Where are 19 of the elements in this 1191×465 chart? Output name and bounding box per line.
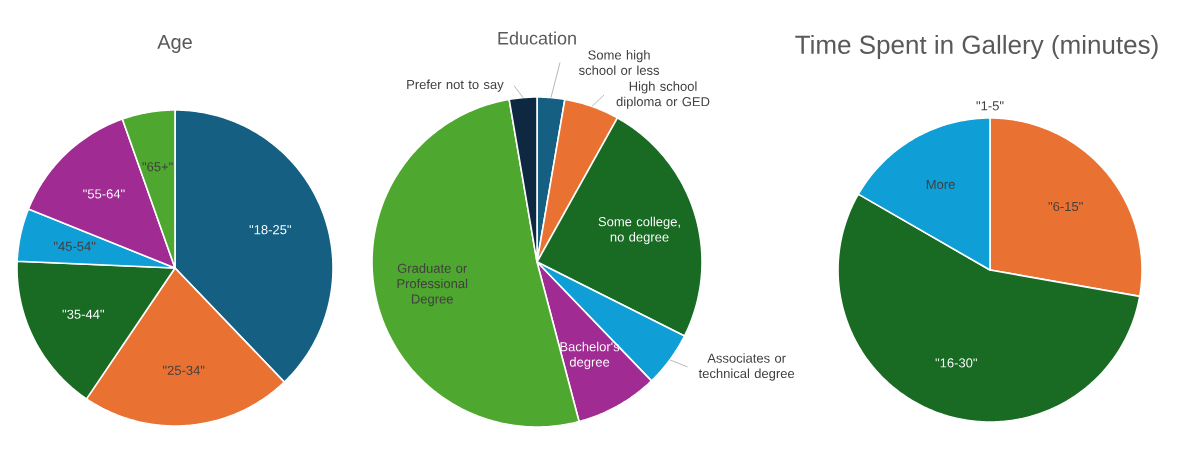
slice-label: "35-44" [62, 309, 104, 319]
slice-label: "16-30" [935, 358, 977, 368]
slice-label: Graduate or Professional Degree [397, 263, 468, 307]
slice-label: High school diploma or GED [616, 81, 710, 109]
slice-label: Associates or technical degree [698, 353, 795, 381]
chart-title: Age [157, 35, 192, 53]
slice-label: "55-64" [83, 189, 125, 199]
slice-label: Prefer not to say [407, 79, 504, 92]
slice-label: Some college, no degree [598, 216, 680, 245]
slice-label: "18-25" [249, 225, 291, 235]
slice-label: "45-54" [53, 241, 96, 251]
slice-label: Some high school or less [579, 50, 660, 75]
chart-title: Education [498, 31, 576, 45]
slice-label: "25-34" [163, 365, 205, 375]
category-label: "1-5" [976, 101, 1004, 111]
slice-label: "6-15" [1048, 201, 1083, 212]
slice-label: More [926, 179, 955, 189]
slice-label: "65+" [142, 162, 173, 172]
chart-title: Time Spent in Gallery (minutes) [795, 34, 1158, 60]
